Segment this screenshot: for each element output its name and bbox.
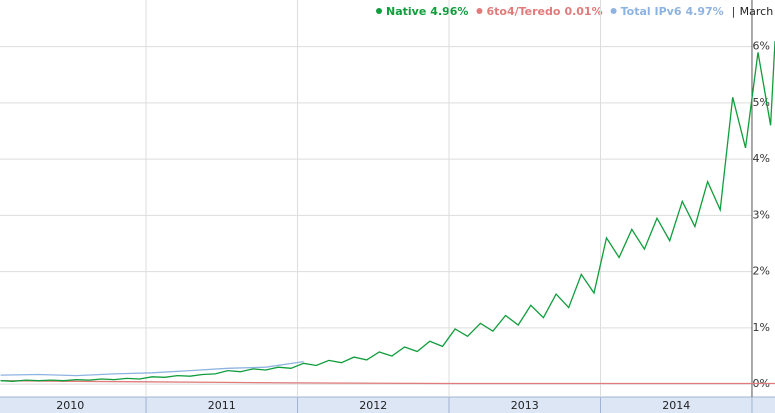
x-tick-label: 2010 bbox=[56, 399, 84, 412]
x-tick-label: 2012 bbox=[359, 399, 387, 412]
x-tick-label: 2011 bbox=[208, 399, 236, 412]
x-tick-label: 2013 bbox=[511, 399, 539, 412]
legend-value: 0.01% bbox=[564, 5, 602, 18]
x-tick-label: 2014 bbox=[662, 399, 690, 412]
legend-marker bbox=[376, 8, 382, 14]
legend-name: Total IPv6 bbox=[621, 5, 682, 18]
x-axis-band bbox=[0, 397, 775, 413]
date: March 02, 2015 bbox=[740, 5, 775, 18]
separator: | bbox=[732, 5, 736, 18]
series-line bbox=[0, 41, 775, 382]
series-line bbox=[0, 360, 304, 377]
legend-name: Native bbox=[386, 5, 426, 18]
legend-value: 4.97% bbox=[685, 5, 723, 18]
legend-marker bbox=[610, 8, 617, 14]
y-tick-label: 3% bbox=[753, 208, 770, 221]
legend-marker bbox=[476, 8, 483, 14]
legend-name: 6to4/Teredo bbox=[486, 5, 560, 18]
y-tick-label: 4% bbox=[753, 152, 770, 165]
y-tick-label: 1% bbox=[753, 321, 770, 334]
series-line bbox=[0, 380, 775, 385]
y-tick-label: 6% bbox=[753, 40, 770, 53]
y-tick-label: 2% bbox=[753, 265, 770, 278]
